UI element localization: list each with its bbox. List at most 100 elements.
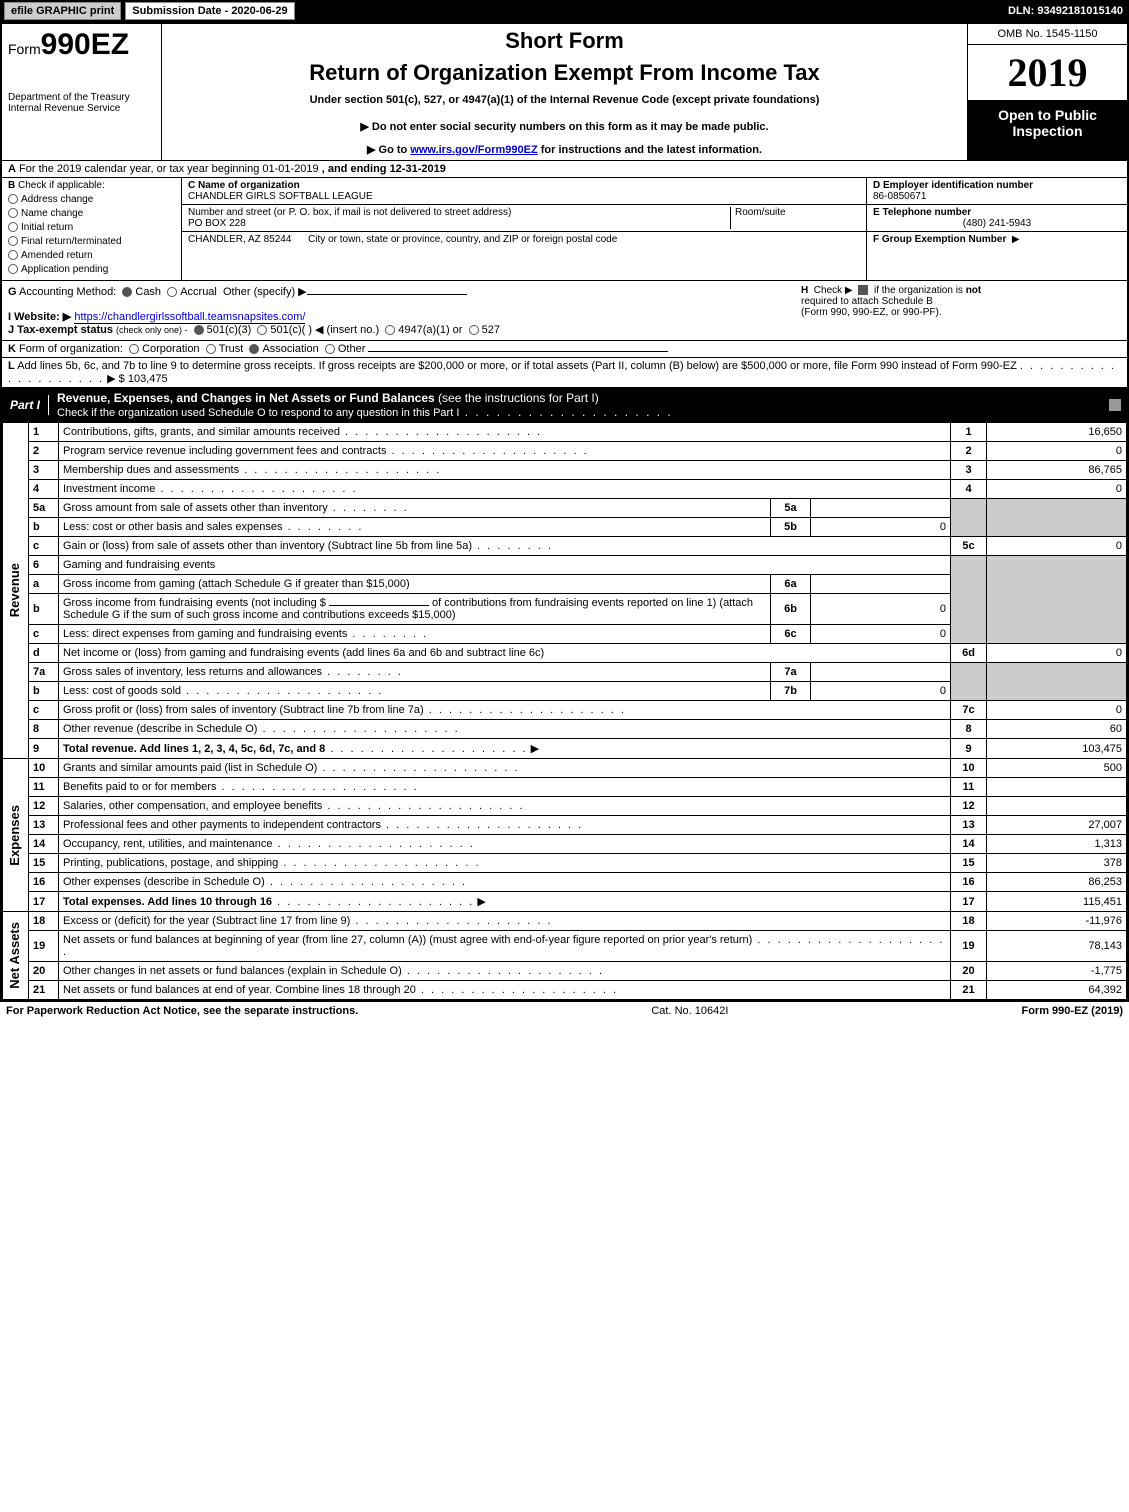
line-desc: Gross income from fundraising events (no…: [59, 594, 771, 625]
line-no: 1: [29, 423, 59, 442]
radio-accrual-icon[interactable]: [167, 287, 177, 297]
radio-other-icon[interactable]: [325, 344, 335, 354]
short-form-title: Short Form: [168, 28, 961, 54]
footer-bar: For Paperwork Reduction Act Notice, see …: [0, 1002, 1129, 1020]
line-desc: Benefits paid to or for members: [59, 778, 951, 797]
chk-label: Amended return: [21, 250, 93, 261]
line-no: 18: [29, 912, 59, 931]
line-11: 11 Benefits paid to or for members 11: [3, 778, 1127, 797]
line-val: 86,765: [987, 461, 1127, 480]
header-left: Form990EZ Department of the Treasury Int…: [2, 24, 162, 160]
chk-address-change[interactable]: Address change: [8, 194, 175, 205]
opt-corp: Corporation: [142, 343, 199, 355]
radio-trust-icon[interactable]: [206, 344, 216, 354]
line-num: 13: [951, 816, 987, 835]
radio-corp-icon[interactable]: [129, 344, 139, 354]
line-desc: Net assets or fund balances at end of ye…: [59, 981, 951, 1000]
return-title: Return of Organization Exempt From Incom…: [168, 60, 961, 86]
under-section-text: Under section 501(c), 527, or 4947(a)(1)…: [168, 94, 961, 106]
part-i-label: Part I: [2, 395, 49, 415]
line-15: 15 Printing, publications, postage, and …: [3, 854, 1127, 873]
grey-cell: [951, 499, 987, 537]
opt-4947: 4947(a)(1) or: [398, 324, 462, 336]
line-val: 1,313: [987, 835, 1127, 854]
department-label: Department of the Treasury Internal Reve…: [8, 92, 155, 114]
tax-year-range-mid: , and ending 12-31-2019: [322, 163, 446, 175]
ein-row: D Employer identification number 86-0850…: [867, 178, 1127, 205]
sub-no: 6c: [771, 625, 811, 644]
line-val: 78,143: [987, 931, 1127, 962]
row-k: K Form of organization: Corporation Trus…: [2, 341, 1127, 358]
chk-label: Address change: [21, 194, 93, 205]
part-i-title: Revenue, Expenses, and Changes in Net As…: [49, 388, 1109, 422]
efile-print-button[interactable]: efile GRAPHIC print: [4, 2, 121, 20]
radio-501c3-icon[interactable]: [194, 325, 204, 335]
tax-year: 2019: [968, 45, 1127, 101]
line-num: 18: [951, 912, 987, 931]
radio-cash-icon[interactable]: [122, 287, 132, 297]
line-no: 13: [29, 816, 59, 835]
part-i-header: Part I Revenue, Expenses, and Changes in…: [2, 388, 1127, 422]
line-19: 19 Net assets or fund balances at beginn…: [3, 931, 1127, 962]
label-g: G: [8, 286, 17, 298]
j-small: (check only one) -: [116, 325, 188, 335]
line-val: [987, 797, 1127, 816]
line-desc: Investment income: [59, 480, 951, 499]
line-val: 500: [987, 759, 1127, 778]
column-def: D Employer identification number 86-0850…: [867, 178, 1127, 280]
tax-year-range-pre: For the 2019 calendar year, or tax year …: [19, 163, 319, 175]
h-checkbox-icon[interactable]: [858, 285, 868, 295]
radio-assoc-icon[interactable]: [249, 344, 259, 354]
line-7a: 7a Gross sales of inventory, less return…: [3, 663, 1127, 682]
sub-no: 7a: [771, 663, 811, 682]
line-num: 12: [951, 797, 987, 816]
label-i: I Website: ▶: [8, 311, 71, 323]
radio-501c-icon[interactable]: [257, 325, 267, 335]
website-link[interactable]: https://chandlergirlssoftball.teamsnapsi…: [74, 311, 305, 324]
irs-link[interactable]: www.irs.gov/Form990EZ: [410, 144, 537, 156]
radio-4947-icon[interactable]: [385, 325, 395, 335]
arrow-icon: ▶: [531, 743, 539, 755]
line-no: 11: [29, 778, 59, 797]
line-14: 14 Occupancy, rent, utilities, and maint…: [3, 835, 1127, 854]
line-no: 8: [29, 720, 59, 739]
sub-val: [811, 575, 951, 594]
other-label: Other (specify) ▶: [223, 286, 307, 298]
row-a: A For the 2019 calendar year, or tax yea…: [2, 161, 1127, 178]
expenses-text: Expenses: [7, 805, 22, 866]
chk-initial-return[interactable]: Initial return: [8, 222, 175, 233]
radio-527-icon[interactable]: [469, 325, 479, 335]
line-desc: Less: direct expenses from gaming and fu…: [59, 625, 771, 644]
line-no: 12: [29, 797, 59, 816]
line-desc: Professional fees and other payments to …: [59, 816, 951, 835]
line-num: 9: [951, 739, 987, 759]
e-label: E Telephone number: [873, 207, 971, 218]
h-check-text: Check ▶: [814, 285, 853, 296]
line-num: 8: [951, 720, 987, 739]
f-label: F Group Exemption Number: [873, 234, 1006, 245]
line-9: 9 Total revenue. Add lines 1, 2, 3, 4, 5…: [3, 739, 1127, 759]
sub-val: 0: [811, 682, 951, 701]
section-bcde: B Check if applicable: Address change Na…: [2, 178, 1127, 281]
line-num: 20: [951, 962, 987, 981]
line-17: 17 Total expenses. Add lines 10 through …: [3, 892, 1127, 912]
chk-name-change[interactable]: Name change: [8, 208, 175, 219]
chk-amended-return[interactable]: Amended return: [8, 250, 175, 261]
line-num: 19: [951, 931, 987, 962]
line-desc: Other expenses (describe in Schedule O): [59, 873, 951, 892]
other-blank: [307, 294, 467, 295]
line-no: 16: [29, 873, 59, 892]
schedule-o-checkbox-icon[interactable]: [1109, 399, 1121, 411]
line-val: 0: [987, 480, 1127, 499]
l-arrow-icon: ▶: [107, 373, 115, 385]
line-num: 6d: [951, 644, 987, 663]
chk-application-pending[interactable]: Application pending: [8, 264, 175, 275]
form-no-suf: (2019): [1088, 1005, 1123, 1017]
line-num: 7c: [951, 701, 987, 720]
sub-no: 6b: [771, 594, 811, 625]
radio-icon: [8, 208, 18, 218]
sub-no: 5a: [771, 499, 811, 518]
form-header: Form990EZ Department of the Treasury Int…: [2, 24, 1127, 161]
chk-final-return[interactable]: Final return/terminated: [8, 236, 175, 247]
address-row: Number and street (or P. O. box, if mail…: [182, 205, 866, 232]
